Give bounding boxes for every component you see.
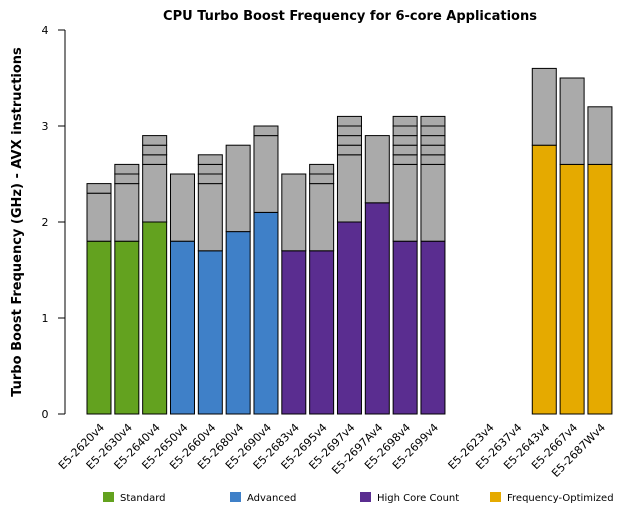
turbo-segment (142, 163, 168, 223)
bar (253, 211, 279, 415)
bar (114, 240, 140, 415)
turbo-segment (309, 183, 335, 252)
turbo-segment (420, 135, 446, 146)
turbo-segment (392, 125, 418, 137)
bar (559, 163, 585, 415)
turbo-segment (420, 125, 446, 137)
turbo-segment (420, 115, 446, 127)
turbo-segment (197, 183, 223, 252)
turbo-segment (225, 144, 251, 233)
turbo-segment (420, 154, 446, 165)
turbo-segment (336, 154, 362, 223)
turbo-segment (142, 135, 168, 146)
bar (197, 250, 223, 415)
legend-swatch (230, 492, 241, 502)
y-tick-label: 0 (42, 408, 49, 421)
chart-title: CPU Turbo Boost Frequency for 6-core App… (163, 9, 537, 24)
bar (587, 163, 613, 415)
turbo-segment (336, 115, 362, 127)
turbo-segment (392, 115, 418, 127)
bar (420, 240, 446, 415)
turbo-segment (420, 144, 446, 156)
turbo-segment (559, 77, 585, 165)
bar (142, 221, 168, 415)
turbo-segment (336, 135, 362, 146)
turbo-segment (309, 163, 335, 175)
turbo-segment (114, 183, 140, 242)
bar (531, 144, 557, 415)
legend-label: Standard (120, 493, 166, 504)
turbo-segment (114, 163, 140, 175)
turbo-segment (392, 144, 418, 156)
turbo-segment (86, 192, 112, 242)
turbo-segment (169, 173, 195, 242)
turbo-segment (142, 154, 168, 165)
legend-swatch (103, 492, 114, 502)
legend-swatch (360, 492, 371, 502)
legend-label: Frequency-Optimized (507, 493, 614, 504)
bar (309, 250, 335, 415)
turbo-segment (531, 67, 557, 146)
turbo-segment (114, 173, 140, 185)
bar (281, 250, 307, 415)
turbo-segment (197, 173, 223, 185)
turbo-segment (587, 106, 613, 165)
turbo-segment (420, 163, 446, 242)
turbo-segment (281, 173, 307, 252)
turbo-segment (336, 144, 362, 156)
bar (225, 231, 251, 415)
y-tick-label: 2 (42, 216, 49, 229)
turbo-segment (392, 135, 418, 146)
bar (392, 240, 418, 415)
bar (169, 240, 195, 415)
y-tick-label: 4 (42, 24, 49, 37)
turbo-segment (392, 163, 418, 242)
y-axis-label: Turbo Boost Frequency (GHz) - AVX instru… (10, 47, 25, 397)
turbo-segment (253, 135, 279, 213)
turbo-segment (392, 154, 418, 165)
turbo-segment (86, 183, 112, 194)
legend-swatch (490, 492, 501, 502)
turbo-segment (309, 173, 335, 185)
turbo-segment (253, 125, 279, 137)
bar (336, 221, 362, 415)
bar (364, 202, 390, 415)
turbo-segment (197, 163, 223, 175)
legend-label: Advanced (247, 493, 296, 504)
y-tick-label: 1 (42, 312, 49, 325)
turbo-segment (336, 125, 362, 137)
legend-label: High Core Count (377, 493, 459, 504)
turbo-segment (364, 135, 390, 204)
turbo-segment (197, 154, 223, 165)
y-tick-label: 3 (42, 120, 49, 133)
turbo-segment (142, 144, 168, 156)
bar (86, 240, 112, 415)
